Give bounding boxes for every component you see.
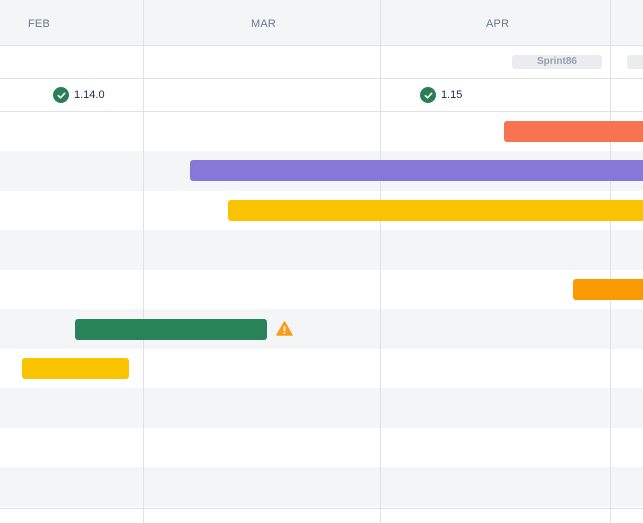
epic-bar-green[interactable] bbox=[75, 319, 267, 340]
epic-bar-yellow-short[interactable] bbox=[22, 358, 129, 379]
sprint-chip[interactable] bbox=[627, 55, 643, 69]
sprint-chip[interactable]: Sprint86 bbox=[512, 55, 602, 69]
month-header bbox=[0, 0, 643, 46]
divider bbox=[0, 508, 643, 509]
month-label-apr: APR bbox=[486, 18, 510, 30]
row-band bbox=[0, 230, 643, 270]
release-label: 1.14.0 bbox=[74, 89, 105, 101]
month-divider bbox=[610, 0, 611, 523]
release-marker[interactable]: 1.15 bbox=[420, 87, 462, 103]
row-band bbox=[0, 467, 643, 507]
release-marker[interactable]: 1.14.0 bbox=[53, 87, 105, 103]
epic-bar-orange[interactable] bbox=[573, 279, 643, 300]
epic-bar-yellow[interactable] bbox=[228, 200, 643, 221]
divider bbox=[0, 111, 643, 112]
warning-icon[interactable] bbox=[276, 321, 293, 341]
month-label-feb: FEB bbox=[28, 18, 50, 30]
month-divider bbox=[143, 0, 144, 523]
epic-bar-purple[interactable] bbox=[190, 160, 643, 181]
epic-bar-coral[interactable] bbox=[504, 121, 643, 142]
check-circle-icon bbox=[420, 87, 436, 103]
divider bbox=[0, 78, 643, 79]
month-divider bbox=[380, 0, 381, 523]
check-circle-icon bbox=[53, 87, 69, 103]
release-label: 1.15 bbox=[441, 89, 463, 101]
row-band bbox=[0, 388, 643, 428]
month-label-mar: MAR bbox=[251, 18, 277, 30]
